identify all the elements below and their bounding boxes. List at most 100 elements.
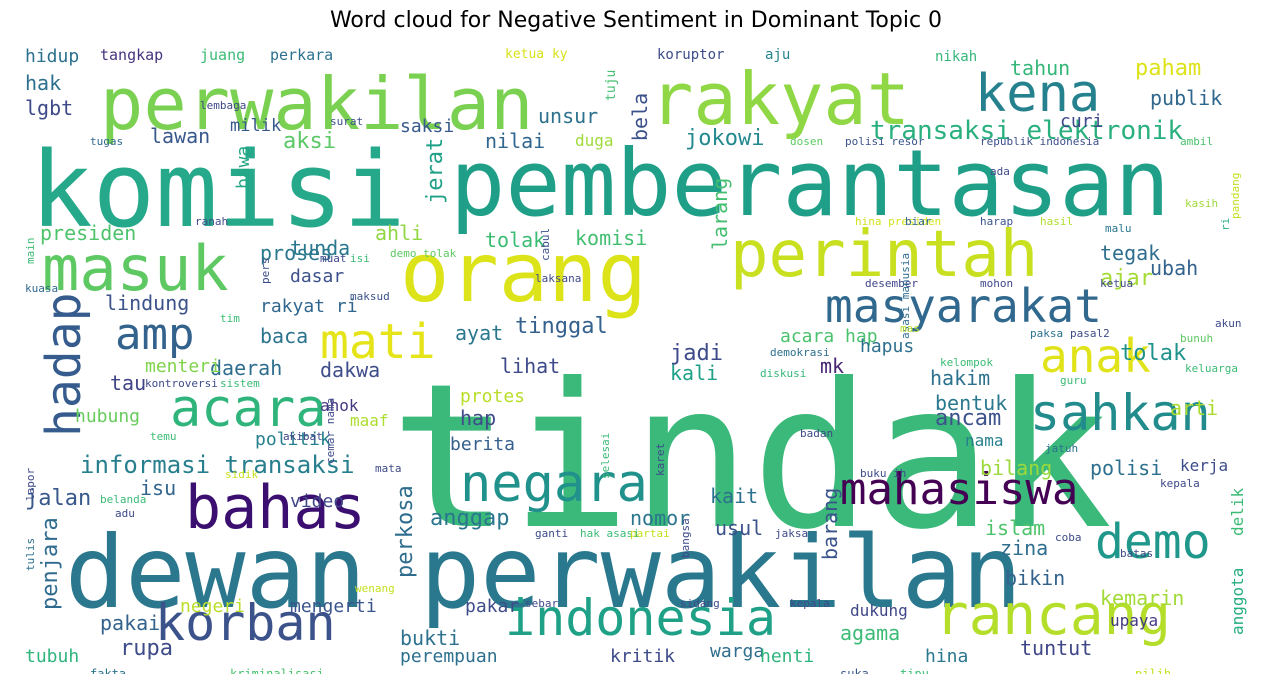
word-cloud-word: buku ih — [860, 467, 907, 480]
word-cloud-word: akun — [1215, 317, 1242, 330]
word-cloud-word: ayat — [455, 321, 504, 345]
word-cloud-word: belanda — [100, 493, 147, 506]
word-cloud-word: video — [290, 491, 345, 512]
word-cloud-word: lapor — [24, 467, 37, 501]
word-cloud-word: partai — [630, 527, 670, 540]
word-cloud-word: usul — [715, 516, 764, 540]
word-cloud-word: guru — [1060, 374, 1087, 387]
word-cloud-word: bukti — [400, 626, 461, 650]
word-cloud-word: sidik — [225, 468, 259, 481]
word-cloud-word: dewan — [65, 514, 367, 631]
word-cloud-word: masuk — [42, 232, 229, 305]
word-cloud-word: kepala — [1160, 477, 1200, 490]
word-cloud-word: muat — [320, 252, 347, 265]
word-cloud-word: lindung — [105, 291, 190, 315]
word-cloud-word: hidup — [25, 46, 80, 67]
word-cloud-word: hina — [925, 646, 969, 667]
word-cloud-word: negeri — [180, 596, 246, 617]
word-cloud-word: kali — [670, 361, 719, 385]
word-cloud-word: dakwa — [320, 358, 381, 382]
word-cloud-word: pasal2 — [1070, 327, 1110, 340]
word-cloud-word: pilih — [1135, 667, 1172, 674]
word-cloud-word: perwakilan — [420, 514, 1023, 631]
word-cloud-word: kasih — [1185, 197, 1219, 210]
word-cloud-word: tipu — [900, 667, 929, 674]
word-cloud-word: hap — [460, 406, 497, 430]
word-cloud-word: mas — [900, 322, 920, 335]
word-cloud-word: cemar nama — [324, 397, 337, 464]
word-cloud-word: ahok — [320, 396, 359, 415]
word-cloud-word: tindak — [390, 341, 1113, 574]
word-cloud-word: biar — [905, 215, 932, 228]
word-cloud-word: ranah — [195, 215, 229, 228]
word-cloud-word: pakar — [465, 596, 520, 617]
word-cloud-word: koruptor — [657, 47, 725, 63]
word-cloud-word: pandang — [1229, 172, 1242, 220]
word-cloud-word: mata — [375, 462, 402, 475]
word-cloud-word: perintah — [730, 218, 1039, 292]
word-cloud-word: malu — [1105, 222, 1132, 235]
word-cloud-word: tubuh — [25, 646, 80, 667]
word-cloud-word: proses — [260, 241, 333, 265]
word-cloud-word: indonesia — [505, 589, 776, 647]
word-cloud-word: korban — [155, 594, 336, 652]
word-cloud-word: maaf — [350, 411, 389, 430]
word-cloud-word: ri — [1219, 217, 1232, 232]
word-cloud-word: barang — [818, 487, 842, 560]
word-cloud-word: hak — [25, 71, 62, 95]
word-cloud-word: acara hap — [780, 326, 878, 347]
word-cloud-word: perkosa — [393, 485, 418, 579]
word-cloud-word: negara — [460, 454, 648, 514]
word-cloud-word: harap — [980, 215, 1014, 228]
word-cloud-word: dasar — [290, 266, 345, 287]
word-cloud-word: maksud — [350, 290, 390, 303]
word-cloud-word: baca — [260, 324, 309, 348]
word-cloud-word: nomor — [630, 506, 691, 530]
word-cloud-word: agama — [840, 621, 901, 645]
word-cloud-word: polisi — [1090, 456, 1163, 480]
word-cloud-word: hapus — [860, 336, 915, 357]
word-cloud-word: hubung — [75, 406, 141, 427]
word-cloud-word: tunda — [290, 236, 351, 260]
word-cloud-word: demokrasi — [770, 346, 830, 359]
word-cloud-word: lihat — [500, 354, 561, 378]
word-cloud-word: penjara — [38, 517, 63, 611]
word-cloud-word: transaksi elektronik — [870, 116, 1184, 146]
word-cloud-word: kait — [710, 484, 759, 508]
word-cloud-word: lembaga — [200, 99, 247, 112]
word-cloud-word: berita — [450, 434, 516, 455]
word-cloud-word: tim — [220, 312, 240, 325]
word-cloud-word: masyarakat — [825, 279, 1102, 333]
word-cloud-word: polisi resor — [845, 135, 925, 148]
word-cloud-word: laksana — [535, 272, 582, 285]
word-cloud-word: zina — [1000, 536, 1049, 560]
word-cloud-word: bahas — [185, 473, 366, 543]
word-cloud-word: republik indonesia — [980, 135, 1100, 148]
word-cloud-word: akibat — [283, 430, 323, 443]
word-cloud-word: warga — [710, 641, 765, 662]
word-cloud-word: hina presiden — [855, 215, 942, 228]
word-cloud-word: pakai — [100, 611, 161, 635]
word-cloud-word: daerah — [210, 356, 283, 380]
word-cloud-word: henti — [760, 646, 815, 667]
word-cloud-word: mahasiswa — [840, 464, 1079, 515]
word-cloud-word: unsur — [538, 104, 599, 128]
word-cloud-word: demo tolak — [390, 247, 457, 260]
word-cloud-word: bangsa — [679, 517, 692, 558]
word-cloud-word: amp — [115, 309, 195, 360]
word-cloud-word: ganti — [535, 527, 569, 540]
word-cloud-word: lawan — [150, 124, 211, 148]
word-cloud-word: keluarga — [1185, 362, 1238, 375]
word-cloud-word: ubah — [1150, 256, 1199, 280]
word-cloud-word: tinggal — [515, 314, 608, 339]
word-cloud-word: kuasa — [25, 282, 59, 295]
word-cloud-word: orang — [400, 226, 647, 321]
word-cloud-word: jalan — [25, 486, 92, 511]
word-cloud-word: tau — [110, 371, 147, 395]
word-cloud-word: nikah — [935, 49, 978, 65]
word-cloud-word: ambil — [1180, 135, 1214, 148]
word-cloud-word: aksi — [283, 129, 336, 154]
word-cloud-word: tuju — [604, 69, 619, 102]
word-cloud-word: rancang — [935, 583, 1172, 648]
word-cloud-word: protes — [460, 386, 526, 407]
